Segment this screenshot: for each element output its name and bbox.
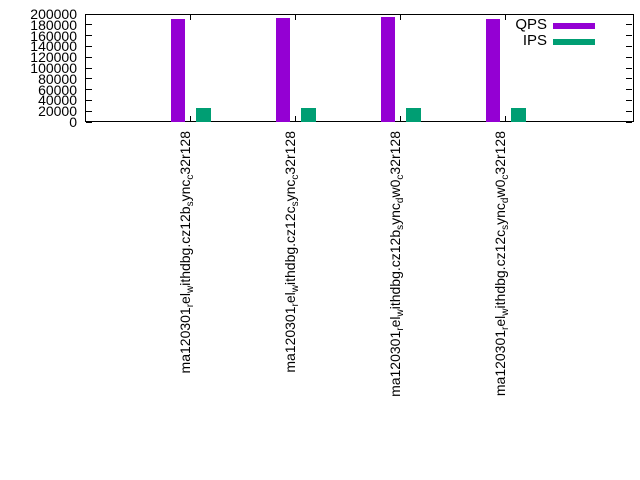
label-text: ync bbox=[282, 179, 298, 202]
bar-ips-1 bbox=[301, 108, 316, 122]
label-subscript: r bbox=[395, 327, 406, 331]
label-text: 32r128 bbox=[282, 131, 298, 175]
y-tick-label-4: 80000 bbox=[38, 70, 77, 87]
label-text: ma120301 bbox=[492, 329, 508, 397]
y-tick-left-0 bbox=[86, 121, 92, 123]
y-tick-label-1: 20000 bbox=[38, 103, 77, 120]
y-tick-label-0: 0 bbox=[69, 114, 77, 130]
y-tick-left-1 bbox=[86, 110, 92, 112]
label-text: ithdbg.cz12b bbox=[387, 229, 403, 310]
y-tick-left-6 bbox=[86, 56, 92, 58]
legend-swatch-ips bbox=[553, 38, 595, 45]
label-subscript: c bbox=[290, 174, 301, 180]
x-tick-bottom-2 bbox=[400, 116, 401, 121]
y-tick-label-6: 120000 bbox=[30, 49, 77, 66]
label-subscript: s bbox=[500, 224, 511, 230]
bar-qps-1 bbox=[276, 18, 290, 122]
label-text: ma120301 bbox=[282, 306, 298, 373]
label-subscript: w bbox=[395, 309, 406, 317]
label-subscript: c bbox=[395, 174, 406, 180]
label-subscript: d bbox=[395, 197, 406, 204]
y-tick-label-7: 140000 bbox=[30, 38, 77, 55]
x-tick-top-3 bbox=[505, 15, 506, 20]
bar-ips-0 bbox=[196, 108, 211, 122]
label-text: el bbox=[492, 315, 508, 327]
y-tick-label-2: 40000 bbox=[38, 92, 77, 109]
y-tick-left-9 bbox=[86, 24, 92, 26]
y-tick-left-8 bbox=[86, 35, 92, 37]
label-subscript: s bbox=[395, 224, 406, 230]
y-tick-label-3: 60000 bbox=[38, 81, 77, 98]
y-tick-right-7 bbox=[626, 45, 632, 47]
label-subscript: c bbox=[185, 174, 196, 180]
y-tick-right-10 bbox=[626, 13, 632, 15]
label-text: ma120301 bbox=[177, 307, 193, 374]
x-tick-top-0 bbox=[190, 15, 191, 20]
bar-qps-0 bbox=[171, 19, 185, 122]
x-tick-bottom-3 bbox=[505, 116, 506, 121]
x-tick-bottom-0 bbox=[190, 116, 191, 121]
label-subscript: r bbox=[500, 326, 511, 330]
y-tick-label-5: 100000 bbox=[30, 60, 77, 76]
bar-ips-3 bbox=[511, 108, 526, 122]
label-subscript: s bbox=[185, 201, 196, 207]
y-tick-right-0 bbox=[626, 121, 632, 123]
y-tick-right-2 bbox=[626, 99, 632, 101]
label-subscript: w bbox=[185, 285, 196, 294]
legend-swatch-qps bbox=[553, 23, 595, 29]
y-tick-right-1 bbox=[626, 110, 632, 112]
label-text: ync bbox=[492, 203, 508, 225]
x-tick-top-2 bbox=[400, 15, 401, 20]
y-tick-right-3 bbox=[626, 89, 632, 91]
label-text: w0 bbox=[492, 179, 508, 198]
y-tick-left-7 bbox=[86, 45, 92, 47]
label-text: ync bbox=[177, 179, 193, 202]
label-subscript: r bbox=[185, 303, 196, 308]
legend-label-qps: QPS bbox=[515, 16, 547, 33]
plot-area bbox=[85, 14, 634, 122]
y-tick-label-8: 160000 bbox=[30, 27, 77, 44]
label-text: el bbox=[387, 316, 403, 328]
x-category-label-2: ma120301relwithdbg.cz12bsyncdw0c32r128 bbox=[387, 131, 406, 397]
y-tick-left-2 bbox=[86, 99, 92, 101]
label-text: 32r128 bbox=[387, 131, 403, 175]
y-tick-right-9 bbox=[626, 24, 632, 26]
label-subscript: w bbox=[290, 285, 301, 293]
bar-qps-3 bbox=[486, 19, 500, 122]
y-tick-left-10 bbox=[86, 13, 92, 15]
label-text: 32r128 bbox=[492, 131, 508, 175]
label-subscript: w bbox=[500, 308, 511, 316]
x-tick-top-1 bbox=[295, 15, 296, 20]
label-subscript: c bbox=[500, 174, 511, 180]
legend-label-ips: IPS bbox=[522, 31, 547, 49]
x-category-label-3: ma120301relwithdbg.cz12csyncdw0c32r128 bbox=[492, 131, 511, 396]
label-text: el bbox=[177, 293, 193, 304]
bar-ips-2 bbox=[406, 108, 421, 122]
y-tick-label-9: 180000 bbox=[30, 16, 77, 33]
label-subscript: d bbox=[500, 197, 511, 204]
label-text: ithdbg.cz12c bbox=[492, 229, 508, 309]
label-text: w0 bbox=[387, 179, 403, 198]
label-text: ma120301 bbox=[387, 330, 403, 397]
y-tick-right-4 bbox=[626, 78, 632, 80]
label-subscript: r bbox=[290, 303, 301, 307]
label-text: ync bbox=[387, 203, 403, 225]
x-category-label-0: ma120301relwithdbg.cz12bsyncc32r128 bbox=[177, 131, 196, 373]
x-tick-bottom-1 bbox=[295, 116, 296, 121]
y-tick-right-6 bbox=[626, 56, 632, 58]
y-tick-left-3 bbox=[86, 89, 92, 91]
bar-qps-2 bbox=[381, 17, 395, 122]
label-text: 32r128 bbox=[177, 131, 193, 175]
y-tick-label-10: 200000 bbox=[30, 6, 77, 22]
label-text: ithdbg.cz12c bbox=[282, 206, 298, 285]
y-tick-right-8 bbox=[626, 35, 632, 37]
label-subscript: s bbox=[290, 201, 301, 207]
y-tick-left-5 bbox=[86, 67, 92, 69]
label-text: ithdbg.cz12b bbox=[177, 206, 193, 286]
y-tick-left-4 bbox=[86, 78, 92, 80]
y-tick-right-5 bbox=[626, 67, 632, 69]
label-text: el bbox=[282, 292, 298, 304]
x-category-label-1: ma120301relwithdbg.cz12csyncc32r128 bbox=[282, 131, 301, 373]
